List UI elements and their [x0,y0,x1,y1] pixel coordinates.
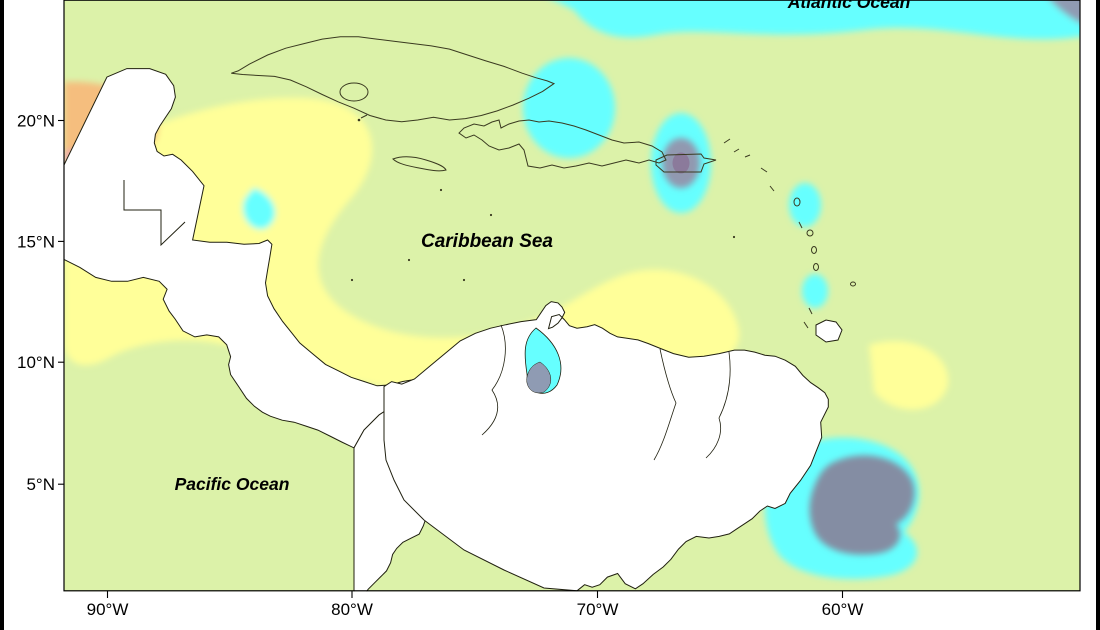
svg-text:60°W: 60°W [822,600,864,619]
svg-text:25°N: 25°N [17,0,55,2]
svg-text:Caribbean Sea: Caribbean Sea [421,231,553,252]
svg-text:20°N: 20°N [17,112,55,131]
svg-text:70°W: 70°W [577,600,619,619]
svg-text:Pacific Ocean: Pacific Ocean [175,474,290,494]
svg-text:10°N: 10°N [17,353,55,372]
svg-text:5°N: 5°N [26,475,55,494]
svg-text:15°N: 15°N [17,232,55,251]
svg-text:80°W: 80°W [331,600,373,619]
svg-text:90°W: 90°W [87,600,129,619]
svg-text:Atlantic Ocean: Atlantic Ocean [787,0,911,12]
